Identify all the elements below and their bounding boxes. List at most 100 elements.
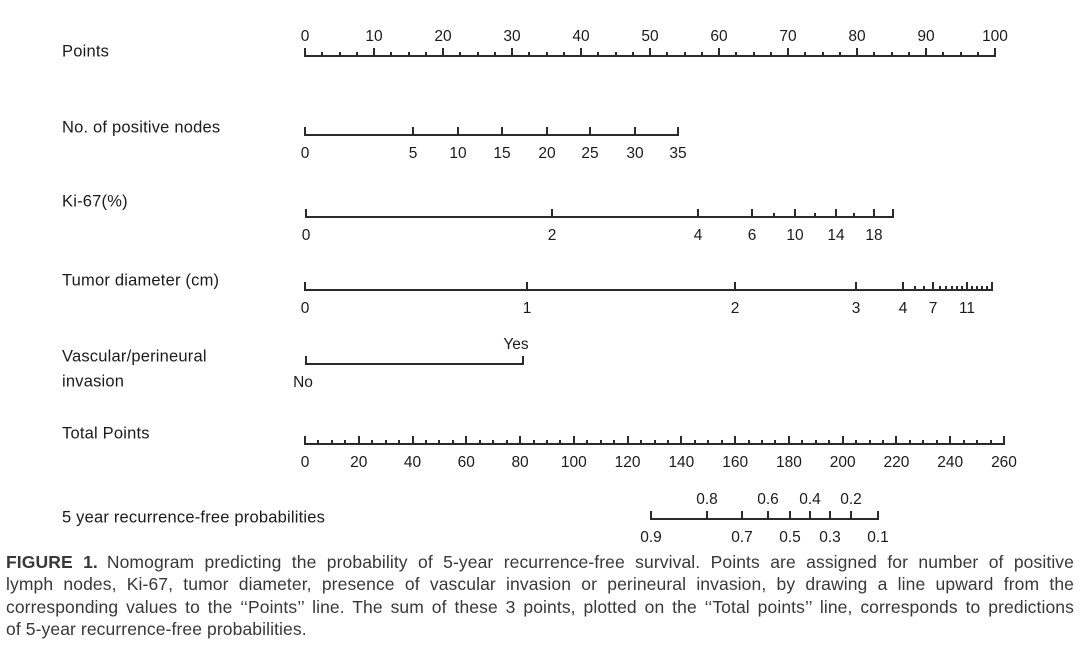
axis-tick	[734, 282, 736, 291]
axis-tick	[631, 51, 634, 57]
axis-tick	[677, 127, 679, 136]
tick-label: No	[293, 374, 313, 391]
axis-tick	[923, 285, 925, 291]
axis-tick	[680, 436, 683, 445]
axis-tick	[650, 511, 652, 520]
axis-tick	[741, 511, 743, 520]
axis-tick	[522, 356, 524, 365]
tick-label: 14	[827, 227, 845, 244]
tick-label: 0.5	[779, 529, 801, 546]
axis-tick	[761, 439, 764, 445]
axis-tick	[773, 212, 775, 218]
axis-tick	[626, 436, 629, 445]
tick-label: 20	[538, 145, 556, 162]
axis-tick	[809, 511, 811, 520]
tick-label: 20	[434, 28, 452, 45]
tick-label: 0	[300, 454, 310, 471]
axis-tick	[902, 282, 904, 291]
axis-tick	[493, 51, 496, 57]
figure-caption: FIGURE 1. Nomogram predicting the probabi…	[6, 551, 1074, 641]
tick-label: 120	[614, 454, 641, 471]
axis-line-recurrence-free-probability	[651, 518, 878, 520]
axis-tick	[706, 511, 708, 520]
axis-tick	[373, 48, 375, 57]
caption-line: corresponding values to the ‘‘Points’’ l…	[6, 596, 1074, 617]
axis-label-ki67: Ki-67(%)	[62, 192, 128, 211]
tick-label: 15	[493, 145, 511, 162]
tick-label: 260	[991, 454, 1017, 471]
axis-tick	[850, 511, 852, 520]
caption-line: lymph nodes, Ki-67, tumor diameter, pres…	[6, 574, 1074, 595]
axis-tick	[653, 439, 656, 445]
axis-tick	[398, 439, 401, 445]
axis-tick	[976, 51, 979, 57]
axis-tick	[634, 127, 636, 136]
axis-tick	[586, 439, 589, 445]
axis-line-positive-nodes	[305, 134, 678, 136]
axis-tick	[814, 212, 816, 218]
axis-tick	[971, 285, 973, 291]
axis-tick	[789, 511, 791, 520]
axis-tick	[877, 511, 879, 520]
axis-line-tumor-diameter	[305, 289, 992, 291]
axis-tick	[597, 51, 600, 57]
caption-text: Nomogram predicting the probability of 5…	[106, 552, 1074, 572]
axis-tick	[304, 127, 306, 136]
axis-tick	[895, 436, 898, 445]
axis-tick	[718, 48, 720, 57]
axis-tick	[853, 212, 855, 218]
tick-label: 90	[917, 28, 935, 45]
tick-label: 220	[883, 454, 910, 471]
axis-tick	[545, 51, 548, 57]
tick-label: 35	[669, 145, 687, 162]
axis-tick	[355, 51, 358, 57]
axis-tick	[976, 439, 979, 445]
axis-tick	[305, 209, 307, 218]
axis-tick	[614, 51, 617, 57]
axis-tick	[890, 51, 893, 57]
axis-tick	[526, 282, 528, 291]
axis-tick	[613, 439, 616, 445]
tick-label: 0.6	[757, 491, 779, 508]
tick-label: 4	[898, 300, 908, 317]
axis-tick	[767, 511, 769, 520]
tick-label: 5	[408, 145, 418, 162]
axis-label-vascular-perineural-invasion: Vascular/perineural	[62, 347, 207, 366]
axis-tick	[925, 48, 927, 57]
tick-label: 0	[300, 300, 310, 317]
axis-tick	[939, 285, 941, 291]
tick-label: 10	[449, 145, 467, 162]
axis-label-points: Points	[62, 42, 110, 61]
axis-tick	[599, 439, 602, 445]
axis-tick	[769, 51, 772, 57]
tick-label: 0.1	[867, 529, 889, 546]
axis-tick	[589, 127, 591, 136]
tick-label: 0.3	[819, 529, 841, 546]
axis-tick	[752, 51, 755, 57]
axis-tick	[424, 439, 427, 445]
axis-tick	[841, 436, 844, 445]
tick-label: 100	[560, 454, 587, 471]
axis-tick	[411, 436, 414, 445]
axis-label-total-points: Total Points	[62, 424, 150, 443]
axis-tick	[562, 51, 565, 57]
tick-label: 40	[403, 454, 422, 471]
axis-tick	[962, 439, 965, 445]
axis-tick	[873, 209, 875, 218]
tick-label: 11	[958, 300, 976, 317]
axis-tick	[892, 209, 894, 218]
tick-label: 3	[851, 300, 861, 317]
axis-tick	[961, 285, 963, 291]
axis-tick	[994, 48, 996, 57]
axis-tick	[1003, 436, 1005, 445]
axis-tick	[949, 436, 952, 445]
axis-label-positive-nodes: No. of positive nodes	[62, 118, 221, 137]
axis-tick	[914, 285, 916, 291]
axis-tick	[412, 127, 414, 136]
tick-label: 0.9	[640, 529, 662, 546]
axis-tick	[344, 439, 347, 445]
axis-tick	[572, 436, 575, 445]
axis-tick	[935, 439, 938, 445]
axis-tick	[751, 209, 753, 218]
